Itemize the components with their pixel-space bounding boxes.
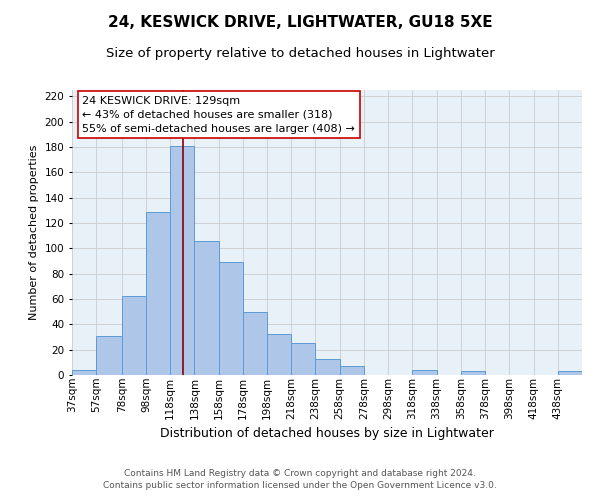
Text: 24 KESWICK DRIVE: 129sqm
← 43% of detached houses are smaller (318)
55% of semi-: 24 KESWICK DRIVE: 129sqm ← 43% of detach…: [82, 96, 355, 134]
Bar: [267, 334, 291, 375]
Bar: [218, 262, 243, 375]
Y-axis label: Number of detached properties: Number of detached properties: [29, 145, 39, 320]
Bar: [122, 296, 146, 375]
Text: Size of property relative to detached houses in Lightwater: Size of property relative to detached ho…: [106, 48, 494, 60]
Bar: [412, 370, 437, 375]
Bar: [194, 240, 218, 375]
Bar: [146, 212, 170, 375]
Bar: [558, 371, 582, 375]
Text: Contains HM Land Registry data © Crown copyright and database right 2024.
Contai: Contains HM Land Registry data © Crown c…: [103, 469, 497, 490]
Bar: [316, 358, 340, 375]
Bar: [243, 312, 267, 375]
Bar: [340, 366, 364, 375]
X-axis label: Distribution of detached houses by size in Lightwater: Distribution of detached houses by size …: [160, 427, 494, 440]
Bar: [72, 370, 96, 375]
Text: 24, KESWICK DRIVE, LIGHTWATER, GU18 5XE: 24, KESWICK DRIVE, LIGHTWATER, GU18 5XE: [107, 15, 493, 30]
Bar: [96, 336, 122, 375]
Bar: [461, 371, 485, 375]
Bar: [291, 344, 316, 375]
Bar: [170, 146, 194, 375]
